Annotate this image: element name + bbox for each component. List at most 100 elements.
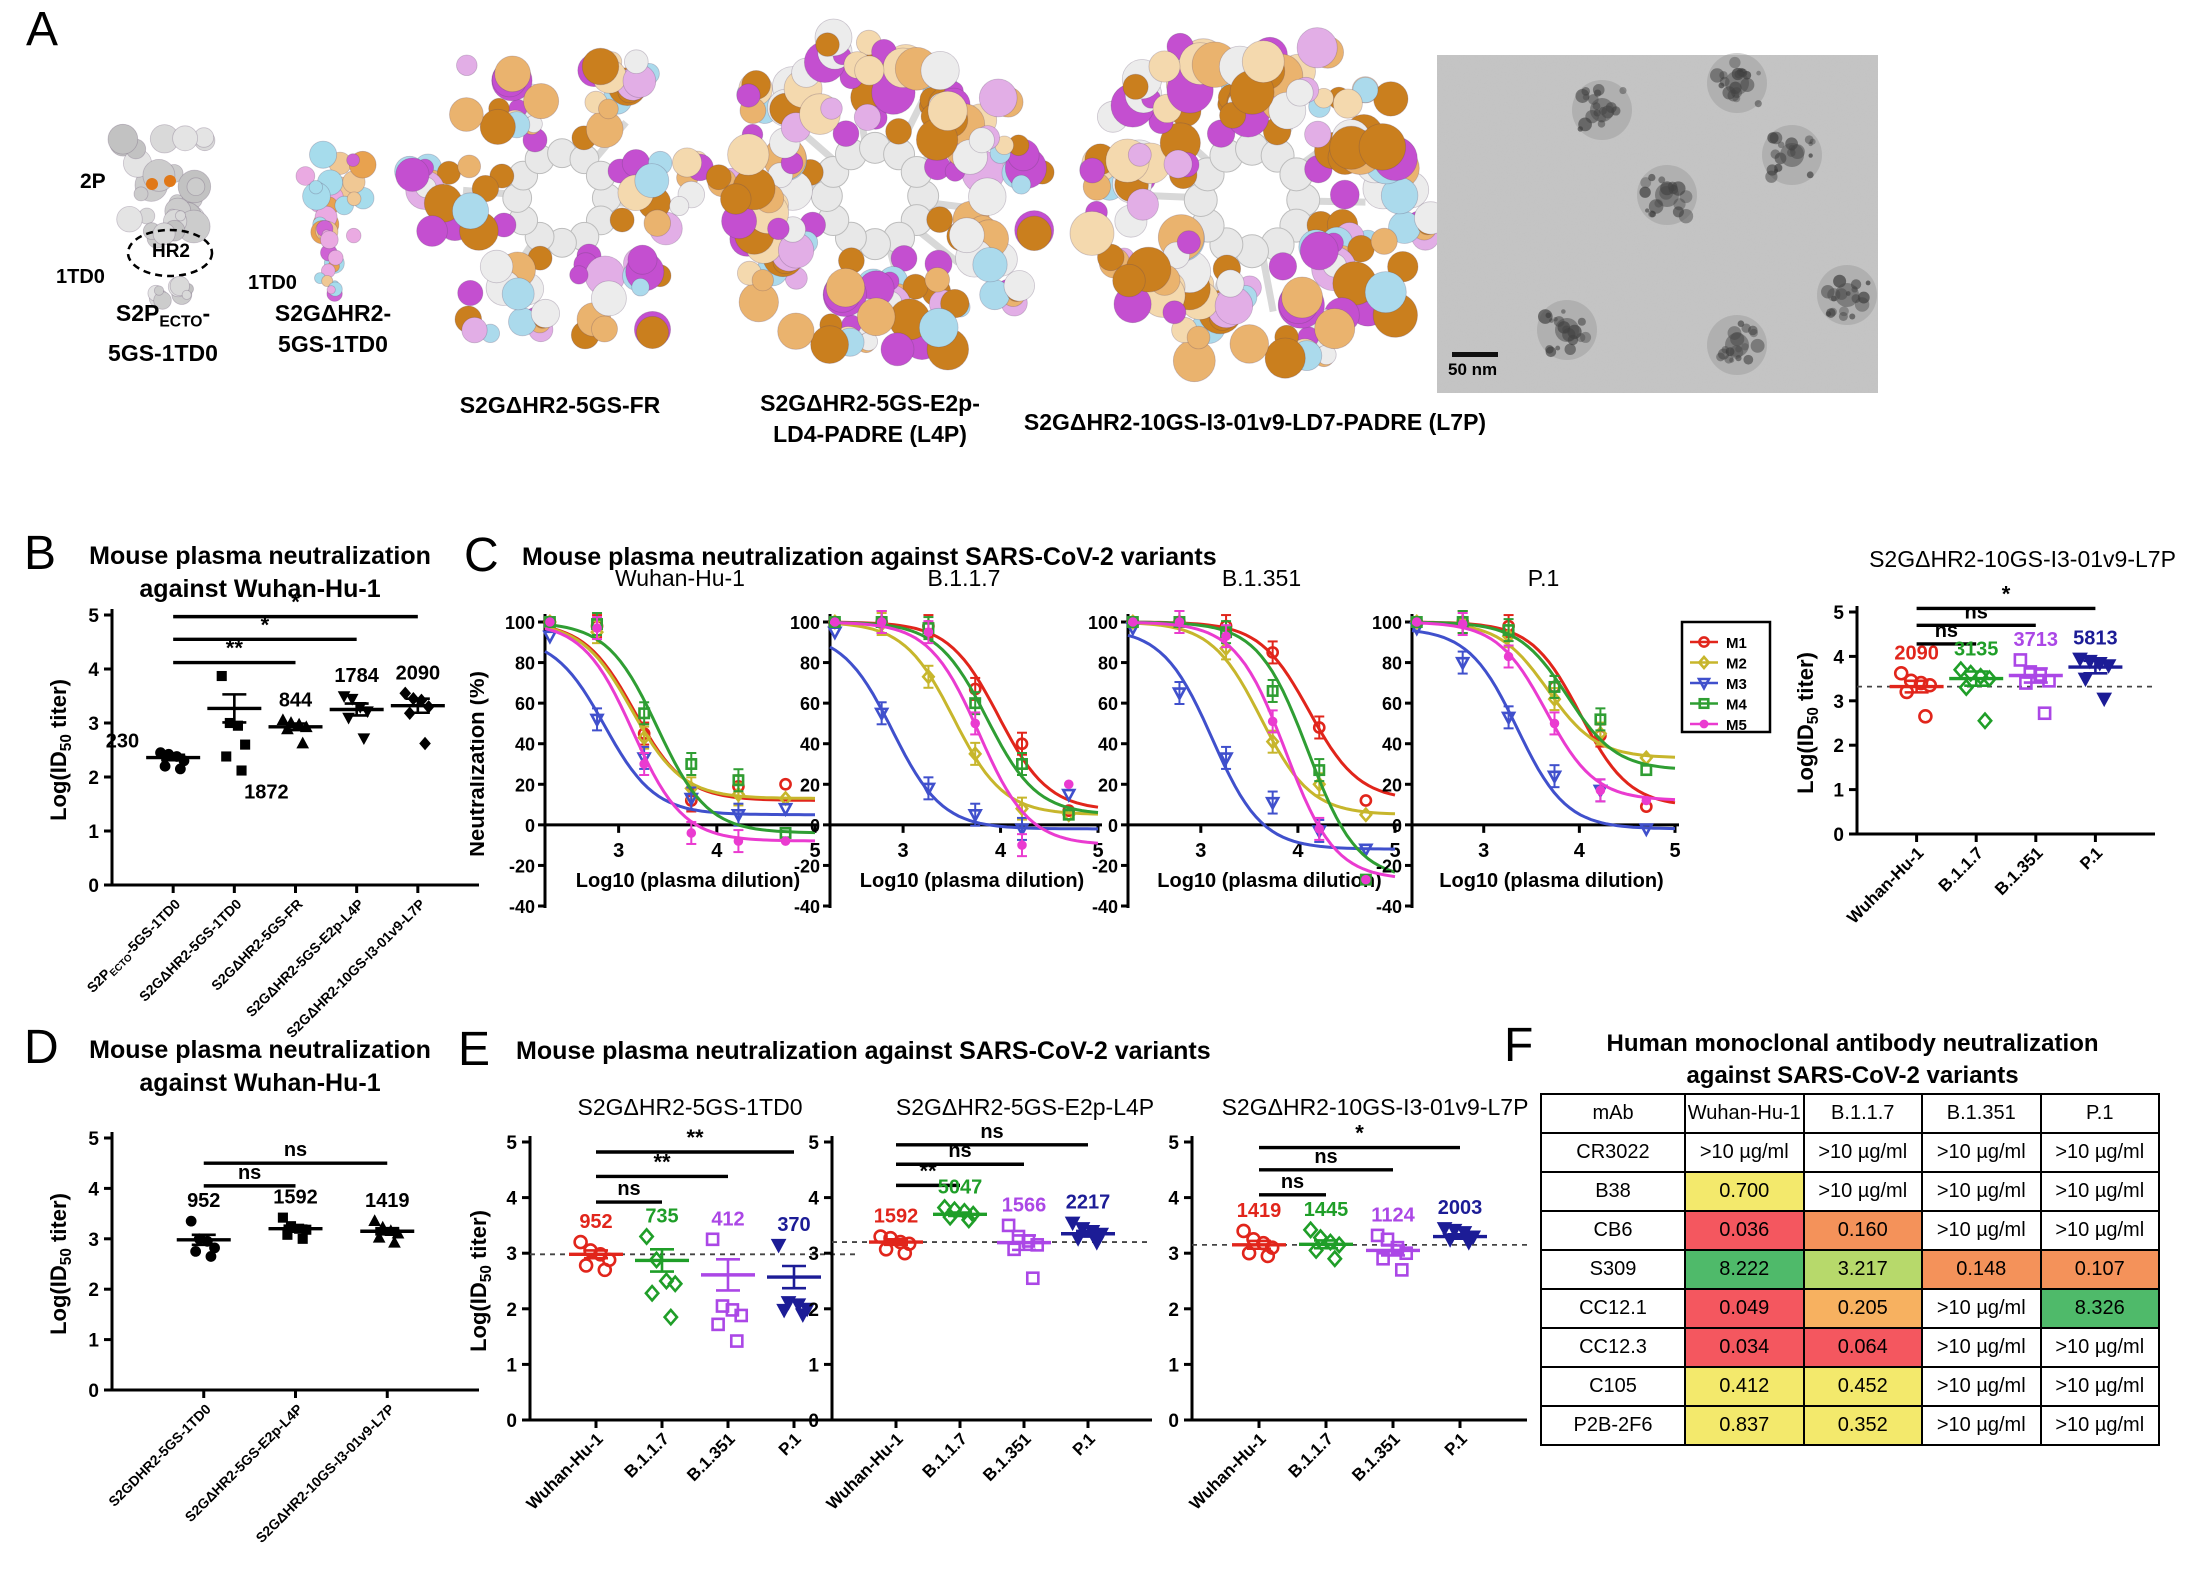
- svg-text:B.1.1.7: B.1.1.7: [1285, 1429, 1337, 1481]
- svg-text:M3: M3: [1726, 676, 1747, 693]
- table-row: CC12.1 0.049 0.205 >10 µg/ml 8.326: [1540, 1288, 2160, 1329]
- structure-caption-l7p: S2GΔHR2-10GS-I3-01v9-LD7-PADRE (L7P): [915, 407, 1595, 438]
- svg-text:*: *: [1355, 1122, 1364, 1146]
- svg-text:60: 60: [515, 694, 535, 714]
- title-line: Human monoclonal antibody neutralization: [1606, 1030, 2099, 1057]
- panel-c-title: Mouse plasma neutralization against SARS…: [522, 543, 1217, 571]
- chart-plasma-neutralization-wuhan-b: 0 1 2 3 4 5 ** * * 230 S2PECTO-5GS-1TD0 1872 S2GΔHR2…: [42, 583, 494, 1043]
- chart-plasma-neutralization-wuhan-d: 0 1 2 3 4 5 ns ns 952 S2GDHR2-5GS-1TD0 1592 S2GΔHR2…: [42, 1078, 494, 1553]
- caption-line: S2GΔHR2-: [274, 300, 392, 326]
- svg-text:412: 412: [711, 1208, 744, 1230]
- svg-text:0: 0: [1833, 825, 1844, 846]
- svg-text:Log(ID50 titer): Log(ID50 titer): [466, 1210, 495, 1352]
- svg-text:2090: 2090: [396, 662, 441, 684]
- svg-text:-20: -20: [1092, 856, 1118, 876]
- svg-text:P.1: P.1: [1069, 1429, 1099, 1459]
- caption-line: 5GS-1TD0: [278, 331, 388, 357]
- panel-a-structure-art: [107, 18, 1878, 393]
- label-hr2: HR2: [151, 241, 190, 262]
- svg-text:1: 1: [1833, 781, 1844, 802]
- chart-e-l4p: 0 1 2 3 4 5 ** ns ns 1592 Wuhan-Hu-1 5047 B.1.1.7 156…: [796, 1121, 1170, 1575]
- svg-text:5: 5: [809, 840, 820, 862]
- svg-text:370: 370: [777, 1214, 810, 1236]
- title-line: against Wuhan-Hu-1: [139, 575, 381, 603]
- svg-text:5813: 5813: [2073, 628, 2118, 650]
- svg-text:M1: M1: [1726, 635, 1747, 652]
- ic50-cell: >10 µg/ml: [1921, 1405, 2042, 1446]
- svg-text:Log10 (plasma dilution): Log10 (plasma dilution): [1439, 870, 1663, 892]
- panel-e-title: Mouse plasma neutralization against SARS…: [516, 1037, 1211, 1065]
- ic50-cell: 0.064: [1802, 1327, 1923, 1368]
- svg-text:4: 4: [1574, 840, 1586, 862]
- svg-text:100: 100: [1372, 613, 1402, 633]
- svg-text:0: 0: [1168, 1411, 1179, 1432]
- svg-text:2090: 2090: [1894, 642, 1939, 664]
- svg-text:0: 0: [808, 1411, 819, 1432]
- label-1td0-left: 1TD0: [56, 266, 105, 288]
- svg-text:Log10 (plasma dilution): Log10 (plasma dilution): [1157, 870, 1381, 892]
- ic50-cell: >10 µg/ml: [1802, 1132, 1923, 1173]
- table-row: CC12.3 0.034 0.064 >10 µg/ml >10 µg/ml: [1540, 1327, 2160, 1368]
- mab-table-header: Wuhan-Hu-1: [1684, 1093, 1805, 1134]
- mab-name-cell: CC12.3: [1540, 1327, 1686, 1368]
- svg-text:3713: 3713: [2014, 629, 2059, 651]
- svg-text:20: 20: [515, 775, 535, 795]
- panel-a-letter: A: [26, 3, 59, 56]
- ic50-cell: >10 µg/ml: [1921, 1366, 2042, 1407]
- svg-text:100: 100: [505, 613, 535, 633]
- caption-line: S2PECTO-: [115, 300, 211, 331]
- svg-text:2: 2: [88, 1280, 99, 1301]
- ic50-cell: 0.412: [1684, 1366, 1805, 1407]
- mab-table-header: mAb: [1540, 1093, 1686, 1134]
- table-row: B38 0.700 >10 µg/ml >10 µg/ml >10 µg/ml: [1540, 1171, 2160, 1212]
- svg-text:1: 1: [506, 1355, 517, 1376]
- caption-line: S2GΔHR2-10GS-I3-01v9-LD7-PADRE (L7P): [1023, 409, 1487, 435]
- ic50-cell: >10 µg/ml: [2039, 1210, 2160, 1251]
- caption-line: 5GS-1TD0: [108, 339, 218, 366]
- ic50-cell: 0.205: [1802, 1288, 1923, 1329]
- svg-text:0: 0: [1392, 816, 1402, 836]
- svg-text:1419: 1419: [1237, 1200, 1282, 1222]
- svg-text:3: 3: [1833, 692, 1844, 713]
- chart-D: 012345nsns952S2GDHR2-5GS-1TD01592S2GΔHR2…: [46, 1129, 479, 1546]
- svg-text:3135: 3135: [1954, 639, 1999, 661]
- structure-caption-s2p: S2PECTO- 5GS-1TD0: [68, 298, 258, 369]
- panel-d-letter: D: [24, 1021, 59, 1074]
- svg-text:**: **: [919, 1158, 937, 1183]
- label-2p: 2P: [80, 170, 106, 193]
- svg-text:1124: 1124: [1371, 1204, 1415, 1226]
- svg-text:0: 0: [88, 1381, 99, 1402]
- svg-text:5: 5: [1669, 840, 1680, 862]
- svg-text:20: 20: [800, 775, 820, 795]
- svg-text:952: 952: [579, 1211, 612, 1233]
- svg-text:ns: ns: [1965, 601, 1988, 623]
- chart-neutralization-curves: Wuhan-Hu-1 -40 -20 0 20 40 60 80 100 3 4 5 Log10 (pl…: [464, 556, 1795, 935]
- svg-text:4: 4: [1833, 647, 1844, 668]
- table-row: CB6 0.036 0.160 >10 µg/ml >10 µg/ml: [1540, 1210, 2160, 1251]
- svg-text:5: 5: [1389, 840, 1400, 862]
- svg-text:-40: -40: [509, 897, 535, 917]
- svg-text:5: 5: [1092, 840, 1103, 862]
- svg-text:Wuhan-Hu-1: Wuhan-Hu-1: [823, 1429, 907, 1513]
- svg-text:3: 3: [898, 840, 909, 862]
- svg-text:S2GΔHR2-5GS-1TD0: S2GΔHR2-5GS-1TD0: [136, 896, 245, 1005]
- panel-e-subtitle-l4p: S2GΔHR2-5GS-E2p-L4P: [895, 1094, 1155, 1120]
- table-row: CR3022 >10 µg/ml >10 µg/ml >10 µg/ml >10 µg/…: [1540, 1132, 2160, 1173]
- svg-text:1: 1: [88, 822, 99, 843]
- label-1td0-mid: 1TD0: [248, 272, 297, 294]
- svg-text:Log(ID50 titer): Log(ID50 titer): [1793, 652, 1822, 794]
- svg-text:ns: ns: [1281, 1171, 1304, 1193]
- svg-text:P.1: P.1: [2076, 843, 2106, 873]
- svg-text:ns: ns: [284, 1139, 307, 1161]
- panel-e-letter: E: [458, 1023, 491, 1076]
- chart-e-1td0: 0 1 2 3 4 5 ns ** ** 952 Wuhan-Hu-1 735 B.1.1.7 412 B.…: [466, 1122, 870, 1575]
- svg-text:ns: ns: [980, 1122, 1003, 1143]
- svg-text:**: **: [686, 1125, 704, 1150]
- svg-text:M2: M2: [1726, 656, 1747, 673]
- ic50-cell: 0.034: [1684, 1327, 1805, 1368]
- caption-line: S2GΔHR2-5GS-FR: [459, 392, 661, 418]
- ic50-cell: 8.222: [1684, 1249, 1805, 1290]
- svg-text:2003: 2003: [1438, 1197, 1483, 1219]
- svg-text:2: 2: [1833, 736, 1844, 757]
